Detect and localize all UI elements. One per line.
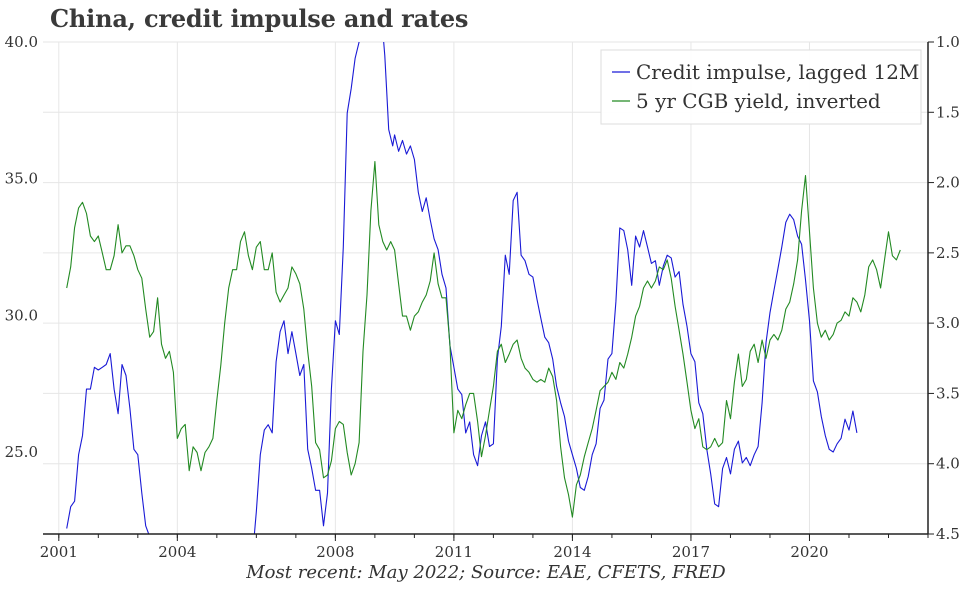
legend-label: Credit impulse, lagged 12M <box>636 60 919 84</box>
x-tick-label: 2020 <box>790 543 828 561</box>
legend: Credit impulse, lagged 12M 5 yr CGB yield… <box>600 49 922 125</box>
y-right-tick-label: 2.5 <box>936 244 960 262</box>
y-left-tick-label: 25.0 <box>5 443 38 461</box>
y-right-tick-label: 1.5 <box>936 103 960 121</box>
y-right-tick-label: 1.0 <box>936 33 960 51</box>
y-left-tick-label: 40.0 <box>5 33 38 51</box>
y-right-tick-label: 3.5 <box>936 384 960 402</box>
x-tick-label: 2001 <box>40 543 78 561</box>
x-tick-label: 2017 <box>672 543 710 561</box>
cgb-yield-line <box>66 160 901 518</box>
x-tick-label: 2014 <box>553 543 591 561</box>
axes: 2001 2004 2008 2011 2014 2017 2020 25.0 30.0 35.0… <box>5 33 960 561</box>
y-left-tick-label: 30.0 <box>5 306 38 324</box>
legend-box <box>600 49 922 125</box>
credit-impulse-line <box>66 42 858 534</box>
series-lines <box>66 42 901 534</box>
legend-label: 5 yr CGB yield, inverted <box>636 89 881 113</box>
y-right-tick-label: 2.0 <box>936 174 960 192</box>
y-right-tick-label: 3.0 <box>936 314 960 332</box>
chart-title: China, credit impulse and rates <box>50 4 469 33</box>
x-tick-label: 2008 <box>316 543 354 561</box>
source-footnote: Most recent: May 2022; Source: EAE, CFET… <box>246 562 726 583</box>
x-tick-label: 2004 <box>158 543 196 561</box>
x-tick-label: 2011 <box>435 543 473 561</box>
y-right-tick-label: 4.0 <box>936 455 960 473</box>
y-left-tick-label: 35.0 <box>5 170 38 188</box>
y-right-tick-label: 4.5 <box>936 525 960 543</box>
